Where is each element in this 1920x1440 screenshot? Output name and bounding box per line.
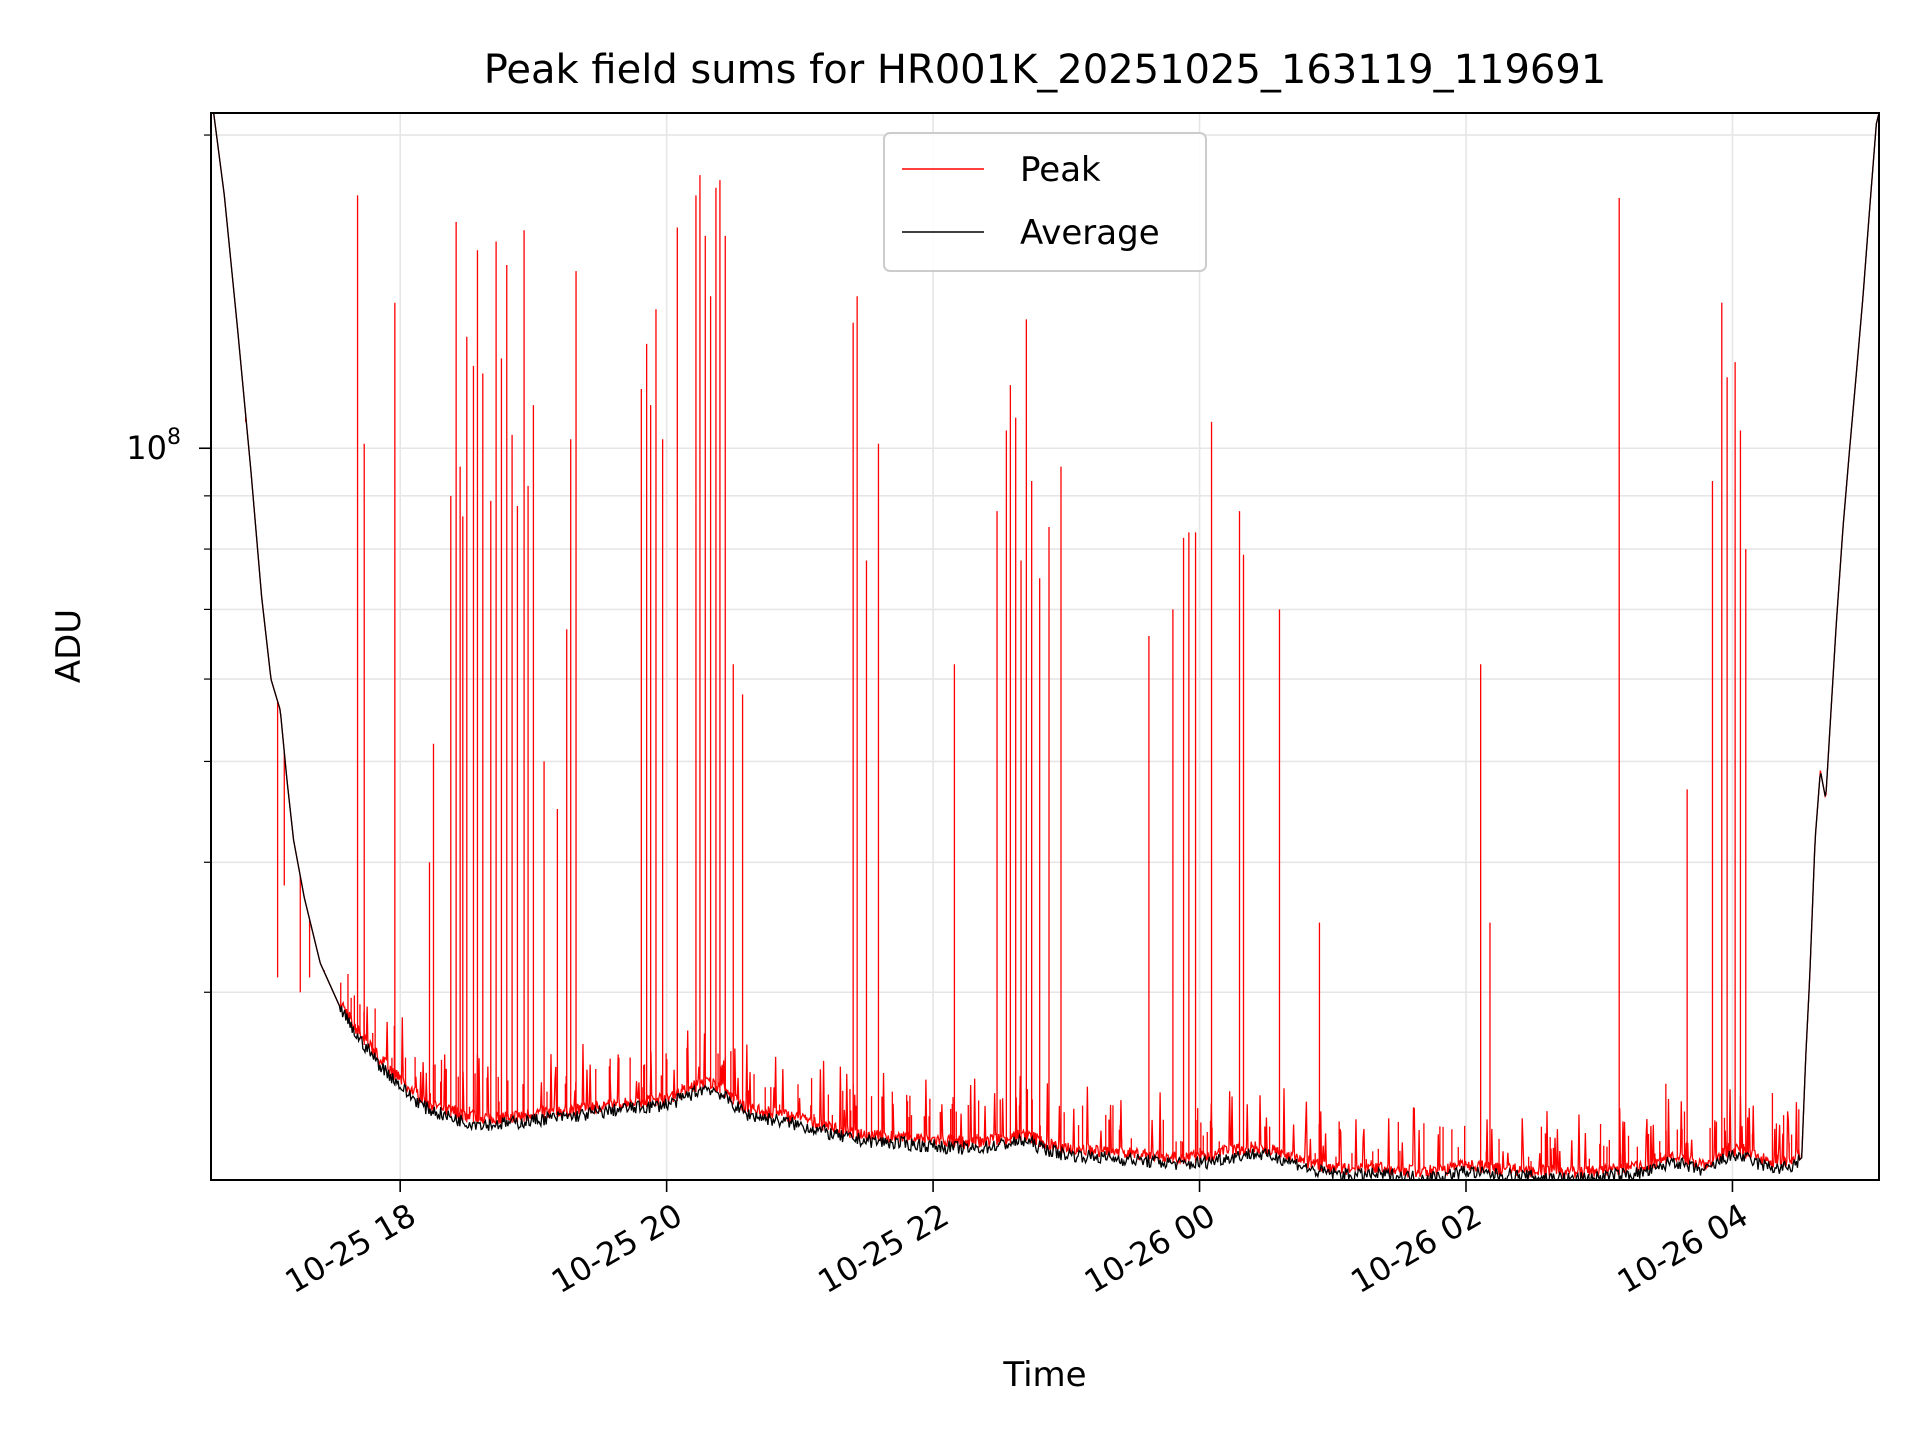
legend-average-label: Average bbox=[1020, 213, 1160, 253]
legend-box bbox=[883, 132, 1207, 272]
x-axis-label: Time bbox=[1002, 1355, 1086, 1395]
y-tick-mantissa: 10 bbox=[126, 429, 167, 467]
series-layer bbox=[213, 113, 1879, 1180]
chart-title: Peak field sums for HR001K_20251025_1631… bbox=[484, 47, 1607, 93]
legend-peak-label: Peak bbox=[1020, 150, 1101, 190]
series-average-line bbox=[213, 113, 1879, 1180]
y-tick-exponent: 8 bbox=[167, 425, 181, 450]
plot-frame bbox=[210, 112, 1880, 1181]
y-tick-label-1e8: 108 bbox=[126, 425, 181, 467]
legend: Peak Average bbox=[883, 132, 1207, 272]
y-axis-label: ADU bbox=[49, 609, 89, 683]
